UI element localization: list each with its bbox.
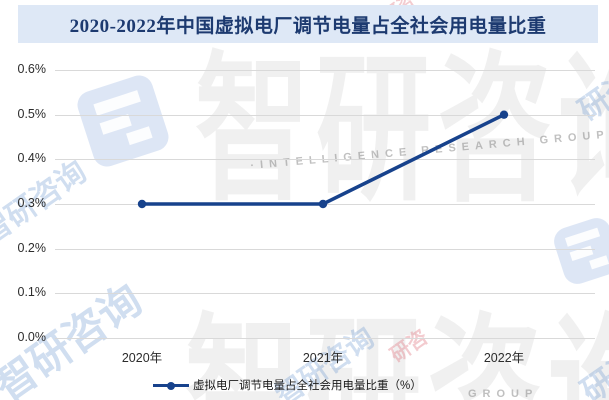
x-axis-tick-label: 2020年 [121,351,163,365]
y-axis-tick-label: 0.2% [17,240,47,255]
y-axis-tick-label: 0.0% [17,330,47,344]
legend-label: 虚拟电厂调节电量占全社会用电量比重（%） [193,380,422,392]
y-axis-tick-label: 0.6% [17,62,47,76]
y-axis-tick-label: 0.3% [17,196,47,210]
gridline [55,248,595,250]
legend: 虚拟电厂调节电量占全社会用电量比重（%） [153,377,422,393]
data-point [318,199,328,209]
y-axis-tick-label: 0.4% [17,151,47,166]
data-line [142,113,505,206]
gridline [55,114,595,116]
y-axis-tick-label: 0.5% [17,106,47,121]
data-point [499,110,509,119]
y-axis-tick-label: 0.1% [17,285,47,300]
gridline [55,293,595,295]
gridline [55,338,595,339]
chart-title: 2020-2022年中国虚拟电厂调节电量占全社会用电量比重 [69,15,547,37]
x-axis-tick-label: 2021年 [302,351,344,365]
chart-title-banner: 2020-2022年中国虚拟电厂调节电量占全社会用电量比重 [18,5,598,43]
x-axis-tick-label: 2022年 [483,351,525,365]
gridline [55,159,595,161]
legend-line-marker-icon [153,378,189,392]
data-point [137,199,147,209]
gridline [55,70,595,71]
